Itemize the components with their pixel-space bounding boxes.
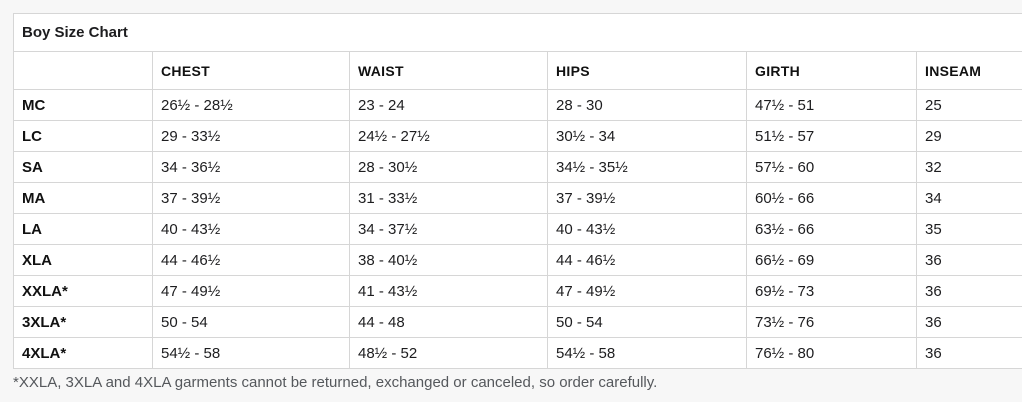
girth-value-cell: 69½ - 73 (746, 275, 917, 307)
girth-value-cell: 47½ - 51 (746, 89, 917, 121)
girth-value-cell: 57½ - 60 (746, 151, 917, 183)
inseam-value-cell: 36 (915, 275, 1022, 307)
girth-value-cell: 60½ - 66 (746, 182, 917, 214)
column-header-waist: WAIST (349, 51, 548, 90)
waist-value-cell: 28 - 30½ (349, 151, 548, 183)
hips-value-cell: 50 - 54 (547, 306, 747, 338)
table-row-xxla: XXLA* 47 - 49½ 41 - 43½ 47 - 49½ 69½ - 73 36 (13, 275, 1022, 307)
hips-value-cell: 40 - 43½ (547, 213, 747, 245)
chest-value-cell: 29 - 33½ (152, 120, 350, 152)
chest-value-cell: 44 - 46½ (152, 244, 350, 276)
chest-value-cell: 40 - 43½ (152, 213, 350, 245)
girth-value-cell: 63½ - 66 (746, 213, 917, 245)
table-row-4xla: 4XLA* 54½ - 58 48½ - 52 54½ - 58 76½ - 80 36 (13, 337, 1022, 369)
size-label-cell: 3XLA* (13, 306, 153, 338)
hips-value-cell: 28 - 30 (547, 89, 747, 121)
inseam-value-cell: 25 (915, 89, 1022, 121)
table-row-xla: XLA 44 - 46½ 38 - 40½ 44 - 46½ 66½ - 69 36 (13, 244, 1022, 276)
table-row-3xla: 3XLA* 50 - 54 44 - 48 50 - 54 73½ - 76 36 (13, 306, 1022, 338)
column-header-inseam: INSEAM (915, 51, 1022, 90)
table-row-ma: MA 37 - 39½ 31 - 33½ 37 - 39½ 60½ - 66 34 (13, 182, 1022, 214)
chest-value-cell: 50 - 54 (152, 306, 350, 338)
chest-value-cell: 26½ - 28½ (152, 89, 350, 121)
waist-value-cell: 44 - 48 (349, 306, 548, 338)
chart-title: Boy Size Chart (12, 13, 1022, 52)
column-header-girth: GIRTH (746, 51, 917, 90)
size-label-cell: MA (13, 182, 153, 214)
size-label-cell: SA (13, 151, 153, 183)
hips-value-cell: 54½ - 58 (547, 337, 747, 369)
girth-value-cell: 51½ - 57 (746, 120, 917, 152)
inseam-value-cell: 36 (915, 306, 1022, 338)
inseam-value-cell: 34 (915, 182, 1022, 214)
title-row: Boy Size Chart (12, 13, 1022, 52)
table-row-la: LA 40 - 43½ 34 - 37½ 40 - 43½ 63½ - 66 35 (13, 213, 1022, 245)
hips-value-cell: 34½ - 35½ (547, 151, 747, 183)
waist-value-cell: 38 - 40½ (349, 244, 548, 276)
inseam-value-cell: 36 (915, 244, 1022, 276)
size-label-cell: 4XLA* (13, 337, 153, 369)
table-row-lc: LC 29 - 33½ 24½ - 27½ 30½ - 34 51½ - 57 29 (13, 120, 1022, 152)
table-row-mc: MC 26½ - 28½ 23 - 24 28 - 30 47½ - 51 25 (13, 89, 1022, 121)
table-row-sa: SA 34 - 36½ 28 - 30½ 34½ - 35½ 57½ - 60 32 (13, 151, 1022, 183)
hips-value-cell: 47 - 49½ (547, 275, 747, 307)
hips-value-cell: 30½ - 34 (547, 120, 747, 152)
chest-value-cell: 54½ - 58 (152, 337, 350, 369)
inseam-value-cell: 36 (915, 337, 1022, 369)
chest-value-cell: 47 - 49½ (152, 275, 350, 307)
size-label-cell: XXLA* (13, 275, 153, 307)
hips-value-cell: 37 - 39½ (547, 182, 747, 214)
hips-value-cell: 44 - 46½ (547, 244, 747, 276)
size-label-cell: LA (13, 213, 153, 245)
size-label-cell: MC (13, 89, 153, 121)
chest-value-cell: 34 - 36½ (152, 151, 350, 183)
size-chart-body: MC 26½ - 28½ 23 - 24 28 - 30 47½ - 51 25 LC 29 … (13, 89, 1022, 369)
waist-value-cell: 23 - 24 (349, 89, 548, 121)
girth-value-cell: 73½ - 76 (746, 306, 917, 338)
column-header-chest: CHEST (152, 51, 350, 90)
waist-value-cell: 48½ - 52 (349, 337, 548, 369)
girth-value-cell: 66½ - 69 (746, 244, 917, 276)
waist-value-cell: 31 - 33½ (349, 182, 548, 214)
waist-value-cell: 41 - 43½ (349, 275, 548, 307)
waist-value-cell: 24½ - 27½ (349, 120, 548, 152)
chest-value-cell: 37 - 39½ (152, 182, 350, 214)
inseam-value-cell: 32 (915, 151, 1022, 183)
footnote-text: *XXLA, 3XLA and 4XLA garments cannot be … (13, 374, 658, 391)
boy-size-chart-table: Boy Size Chart CHEST WAIST HIPS GIRTH INSEAM… (12, 13, 1022, 369)
inseam-value-cell: 35 (915, 213, 1022, 245)
inseam-value-cell: 29 (915, 120, 1022, 152)
girth-value-cell: 76½ - 80 (746, 337, 917, 369)
header-row: CHEST WAIST HIPS GIRTH INSEAM (13, 51, 1022, 90)
size-label-cell: LC (13, 120, 153, 152)
waist-value-cell: 34 - 37½ (349, 213, 548, 245)
column-header-hips: HIPS (547, 51, 747, 90)
column-header-size (13, 51, 153, 90)
size-label-cell: XLA (13, 244, 153, 276)
